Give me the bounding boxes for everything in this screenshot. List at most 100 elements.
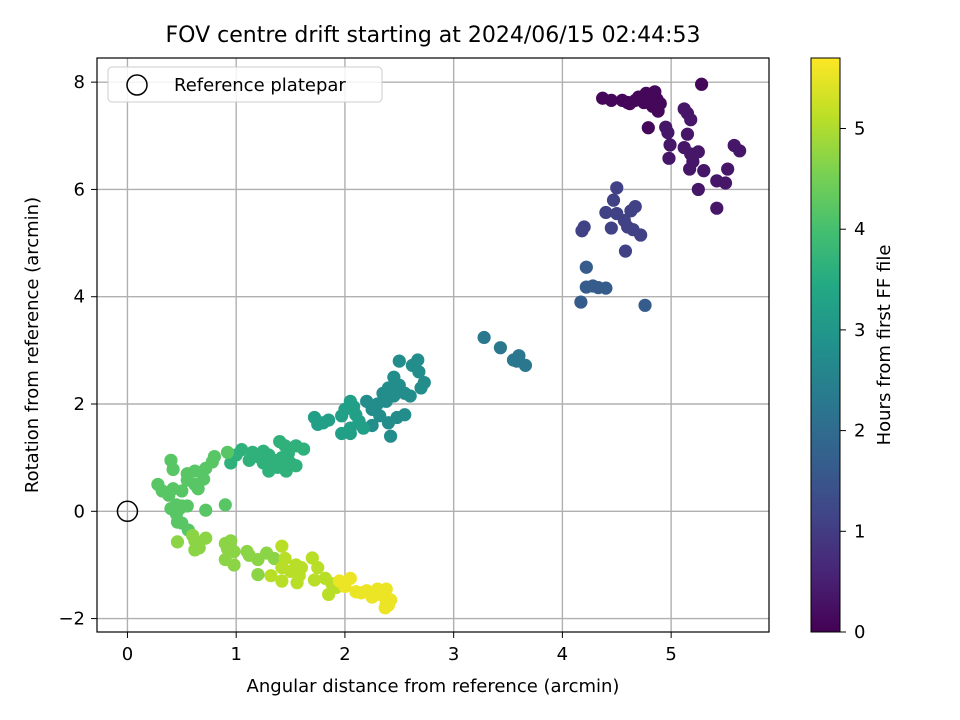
- data-point: [398, 408, 412, 422]
- y-axis-label: Rotation from reference (arcmin): [22, 197, 43, 493]
- data-point: [297, 442, 311, 456]
- data-point: [680, 127, 695, 141]
- data-point: [290, 576, 304, 590]
- data-point: [381, 416, 396, 430]
- colorbar-tick-label: 3: [854, 320, 865, 341]
- data-point: [218, 498, 232, 512]
- data-point: [733, 144, 747, 158]
- x-axis-label: Angular distance from reference (arcmin): [247, 676, 620, 697]
- data-point: [322, 413, 336, 427]
- data-point: [307, 573, 322, 587]
- data-point: [335, 409, 349, 423]
- data-point: [691, 182, 705, 197]
- data-point: [275, 539, 289, 553]
- chart-title: FOV centre drift starting at 2024/06/15 …: [166, 23, 701, 48]
- data-point: [166, 462, 180, 477]
- data-point: [343, 426, 357, 441]
- data-point: [683, 162, 697, 176]
- data-point: [220, 445, 235, 459]
- data-point: [641, 121, 655, 135]
- legend: Reference platepar: [107, 66, 383, 103]
- data-point: [378, 601, 392, 615]
- data-point: [199, 503, 213, 517]
- data-point: [262, 464, 276, 478]
- data-point: [360, 394, 374, 408]
- colorbar-ticks: 0 1 2 3 4 5: [840, 118, 865, 643]
- data-point: [162, 488, 176, 502]
- data-point: [356, 421, 371, 435]
- data-point: [694, 77, 709, 91]
- data-point: [721, 162, 735, 176]
- colorbar-gradient: [810, 57, 841, 633]
- data-point: [191, 482, 205, 496]
- data-point: [264, 569, 278, 583]
- data-point: [493, 341, 508, 355]
- data-point: [477, 330, 491, 345]
- data-point: [289, 459, 303, 473]
- data-point: [691, 145, 705, 159]
- x-tick-label: 1: [230, 644, 241, 665]
- data-point: [227, 544, 241, 559]
- data-point: [623, 96, 637, 111]
- data-point: [294, 561, 309, 575]
- x-tick-label: 4: [557, 644, 568, 665]
- data-point: [414, 381, 428, 395]
- data-point: [604, 93, 618, 107]
- data-point: [710, 201, 724, 215]
- data-point: [338, 579, 352, 594]
- data-point: [383, 429, 398, 443]
- data-point: [279, 464, 293, 478]
- y-tick-label: 8: [74, 72, 85, 93]
- data-point: [684, 113, 698, 127]
- data-point: [322, 587, 336, 602]
- data-point: [575, 224, 589, 238]
- x-axis-ticks: 0 1 2 3 4 5: [122, 632, 677, 665]
- data-point: [634, 91, 648, 105]
- y-tick-label: 6: [74, 179, 85, 200]
- colorbar-label: Hours from first FF file: [874, 245, 895, 446]
- data-point: [392, 354, 406, 368]
- data-point: [403, 389, 417, 403]
- legend-box: [107, 66, 383, 103]
- data-point: [411, 353, 425, 367]
- data-point: [604, 221, 618, 235]
- data-point: [638, 298, 652, 312]
- colorbar-tick-label: 5: [854, 118, 865, 139]
- colorbar: 0 1 2 3 4 5 Hours from first FF file: [810, 57, 895, 643]
- data-point: [305, 551, 319, 565]
- data-point: [275, 574, 289, 588]
- data-point: [610, 181, 624, 195]
- data-point: [606, 193, 621, 207]
- data-point: [180, 499, 194, 513]
- data-point: [267, 551, 281, 566]
- data-point: [224, 456, 238, 470]
- data-point: [412, 365, 426, 379]
- colorbar-tick-label: 0: [854, 622, 865, 643]
- x-tick-label: 0: [122, 644, 133, 665]
- colorbar-tick-label: 1: [854, 521, 865, 542]
- data-point: [311, 561, 325, 575]
- data-point: [579, 260, 593, 274]
- x-tick-label: 3: [448, 644, 459, 665]
- data-point: [227, 558, 241, 572]
- data-point: [662, 151, 676, 165]
- data-point: [379, 582, 393, 596]
- data-point: [242, 453, 256, 467]
- data-point: [199, 461, 213, 475]
- data-point: [170, 535, 185, 549]
- data-point: [188, 543, 202, 557]
- data-point: [718, 176, 733, 190]
- data-point: [628, 199, 642, 214]
- colorbar-tick-label: 2: [854, 421, 865, 442]
- x-tick-label: 2: [339, 644, 350, 665]
- y-tick-label: −2: [58, 609, 85, 630]
- data-point: [199, 531, 213, 545]
- reference-marker: [116, 500, 139, 523]
- data-point: [251, 568, 265, 582]
- legend-marker-reference: [126, 74, 148, 96]
- y-axis-ticks: −2 0 2 4 6 8: [58, 72, 97, 630]
- data-point: [574, 295, 588, 309]
- y-tick-label: 0: [74, 501, 85, 522]
- x-tick-label: 5: [665, 644, 676, 665]
